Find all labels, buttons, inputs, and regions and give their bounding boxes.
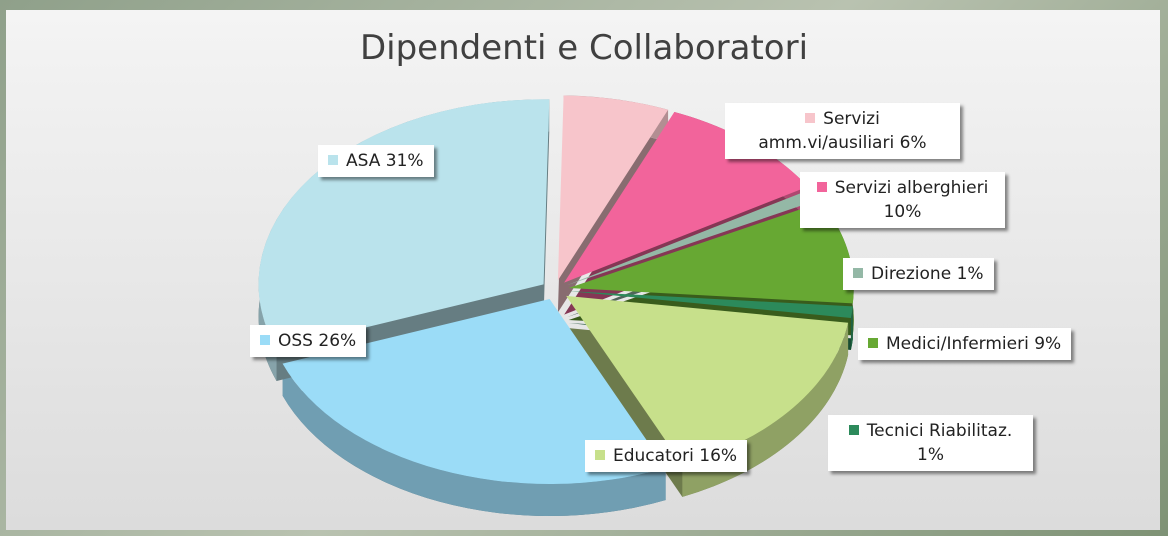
category-name: Direzione: [871, 264, 952, 284]
category-name: Educatori: [613, 446, 694, 466]
data-label: Servizi alberghieri 10%: [800, 172, 1005, 228]
value-label: 26%: [318, 331, 357, 351]
value-label: 31%: [385, 151, 424, 171]
category-name: Servizi amm.vi/ausiliari: [758, 109, 895, 153]
legend-swatch: [805, 113, 816, 123]
value-label: 1%: [917, 445, 944, 465]
legend-swatch: [868, 338, 878, 348]
data-label: ASA 31%: [318, 145, 434, 177]
data-label: OSS 26%: [250, 325, 367, 357]
data-label: Educatori 16%: [585, 440, 748, 472]
legend-swatch: [328, 155, 338, 165]
slice-side: [850, 306, 853, 350]
chart-title: Dipendenti e Collaboratori: [359, 28, 809, 68]
slice: [567, 189, 820, 286]
category-name: OSS: [278, 331, 313, 351]
data-label: Medici/Infermieri 9%: [858, 328, 1072, 360]
value-label: 1%: [956, 264, 984, 284]
legend-swatch: [848, 425, 859, 435]
slice: [566, 295, 849, 465]
value-label: 16%: [699, 446, 738, 466]
category-name: Tecnici Riabilitaz.: [866, 421, 1013, 441]
category-name: ASA: [346, 151, 381, 171]
slice: [568, 291, 853, 318]
value-label: 9%: [1034, 334, 1062, 354]
legend-swatch: [595, 450, 605, 460]
slice-side: [282, 363, 666, 517]
data-label: Direzione 1%: [843, 258, 994, 290]
slice: [557, 95, 669, 281]
slice: [568, 202, 854, 304]
data-label: Servizi amm.vi/ausiliari 6%: [725, 103, 960, 159]
category-name: Servizi alberghieri: [834, 178, 989, 198]
data-label: Tecnici Riabilitaz. 1%: [828, 415, 1033, 471]
legend-swatch: [816, 182, 827, 192]
slice: [282, 299, 666, 485]
legend-swatch: [260, 335, 270, 345]
value-label: 6%: [899, 133, 927, 153]
legend-swatch: [853, 268, 863, 278]
category-name: Medici/Infermieri: [886, 334, 1029, 354]
value-label: 10%: [883, 202, 922, 222]
